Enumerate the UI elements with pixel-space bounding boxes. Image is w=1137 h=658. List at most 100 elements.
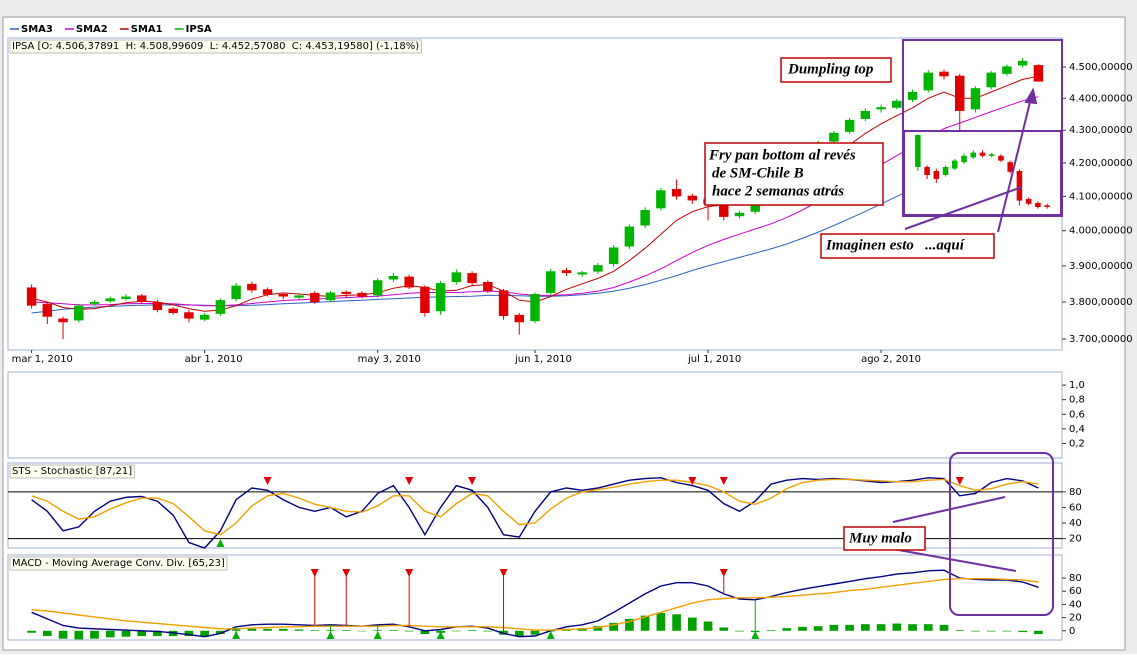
sell-signal (263, 477, 272, 485)
panel-title-box (9, 464, 135, 479)
y-tick-label: 0,6 (1069, 409, 1085, 420)
sell-signal (468, 477, 477, 485)
candle-body (924, 167, 930, 175)
y-tick-label: 0,4 (1069, 424, 1085, 435)
legend-label: SMA2 (76, 24, 108, 35)
arrow (904, 186, 1023, 230)
histogram-bar (813, 626, 823, 631)
candle-body (979, 152, 986, 156)
candle-body (152, 302, 163, 311)
candle-body (970, 88, 981, 110)
candle-body (388, 275, 399, 280)
y-tick-label: 80 (1069, 573, 1082, 584)
sell-signal (405, 477, 414, 485)
annotation: Imaginen esto ...aquí (820, 233, 995, 259)
x-tick-label: jul 1, 2010 (687, 354, 741, 365)
legend-label: SMA1 (131, 24, 163, 35)
histogram-bar (184, 630, 194, 637)
x-tick-label: mar 1, 2010 (12, 354, 73, 365)
histogram-bar (640, 615, 650, 631)
candle-body (561, 270, 572, 274)
histogram-bar (27, 630, 36, 633)
histogram-bar (74, 630, 84, 640)
y-tick-label: 40 (1069, 599, 1082, 610)
y-tick-label: 40 (1069, 518, 1082, 529)
candle-body (89, 302, 100, 304)
candle-body (1017, 60, 1028, 66)
sell-signal (688, 477, 697, 485)
histogram-bar (90, 630, 99, 639)
annotation-text: hace 2 semanas atrás (712, 183, 844, 199)
histogram-bar (703, 621, 713, 631)
histogram-bar (971, 630, 980, 632)
histogram-bar (404, 630, 414, 632)
y-tick-label: 1,0 (1069, 380, 1085, 391)
sell-signal (719, 569, 728, 577)
candle-body (1044, 205, 1050, 207)
histogram-bar (153, 630, 162, 637)
candle-body (1002, 66, 1012, 74)
arrow (997, 97, 1032, 233)
annotation-text: de SM-Chile B (712, 165, 804, 181)
y-tick-label: 3.900,00000 (1069, 261, 1133, 272)
candle-body (876, 107, 886, 110)
candle-body (231, 285, 241, 300)
candle-body (199, 314, 210, 320)
legend-label: IPSA (186, 24, 212, 35)
candle-body (608, 247, 619, 265)
candle-body (1033, 65, 1044, 82)
buy-signal (232, 631, 241, 639)
y-tick-label: 4.100,00000 (1069, 191, 1133, 202)
y-tick-label: 0,2 (1069, 438, 1085, 449)
candle-body (1007, 162, 1013, 172)
y-tick-label: 3.800,00000 (1069, 297, 1133, 308)
panel-title: MACD - Moving Average Conv. Div. [65,23] (12, 558, 225, 569)
panel-title: STS - Stochastic [87,21] (12, 466, 132, 477)
histogram-bar (876, 624, 886, 631)
candle-body (278, 293, 289, 297)
series-line (31, 478, 1039, 536)
candle-body (372, 280, 383, 296)
candle-body (420, 286, 430, 314)
candle-body (168, 308, 178, 314)
histogram-bar (105, 630, 115, 638)
candle-body (42, 303, 53, 317)
y-tick-label: 0,8 (1069, 395, 1085, 406)
candle-body (498, 290, 509, 316)
y-tick-label: 20 (1069, 534, 1082, 545)
candle-body (986, 72, 996, 88)
candle-body (26, 287, 37, 306)
candle-body (970, 152, 977, 158)
histogram-bar (939, 624, 949, 631)
histogram-bar (43, 630, 52, 637)
candle-body (942, 167, 949, 175)
histogram-bar (1018, 630, 1027, 633)
candle-body (136, 295, 147, 303)
candle-body (593, 265, 603, 272)
sell-signal (405, 569, 414, 577)
candle-body (844, 119, 855, 132)
highlight-box (949, 452, 1054, 616)
legend-label: SMA3 (21, 24, 53, 35)
histogram-bar (121, 630, 131, 637)
candle-body (310, 292, 320, 303)
histogram-bar (625, 618, 634, 631)
arrow-head (1024, 87, 1038, 105)
candle-body (892, 100, 902, 108)
panel-title-box (9, 39, 422, 54)
candle-body (939, 71, 949, 77)
histogram-bar (452, 630, 461, 632)
candle-body (58, 318, 68, 323)
histogram-bar (1002, 630, 1012, 632)
histogram-bar (247, 628, 257, 631)
histogram-bar (137, 630, 147, 637)
annotation: Muy malo (843, 526, 926, 551)
y-tick-label: 60 (1069, 502, 1082, 513)
histogram-bar (278, 628, 288, 631)
panel-title-box (9, 556, 228, 571)
histogram-bar (955, 630, 965, 631)
histogram-bar (845, 624, 854, 631)
candle-body (530, 293, 540, 322)
histogram-bar (766, 630, 776, 631)
annotation: Dumpling top (780, 57, 892, 83)
